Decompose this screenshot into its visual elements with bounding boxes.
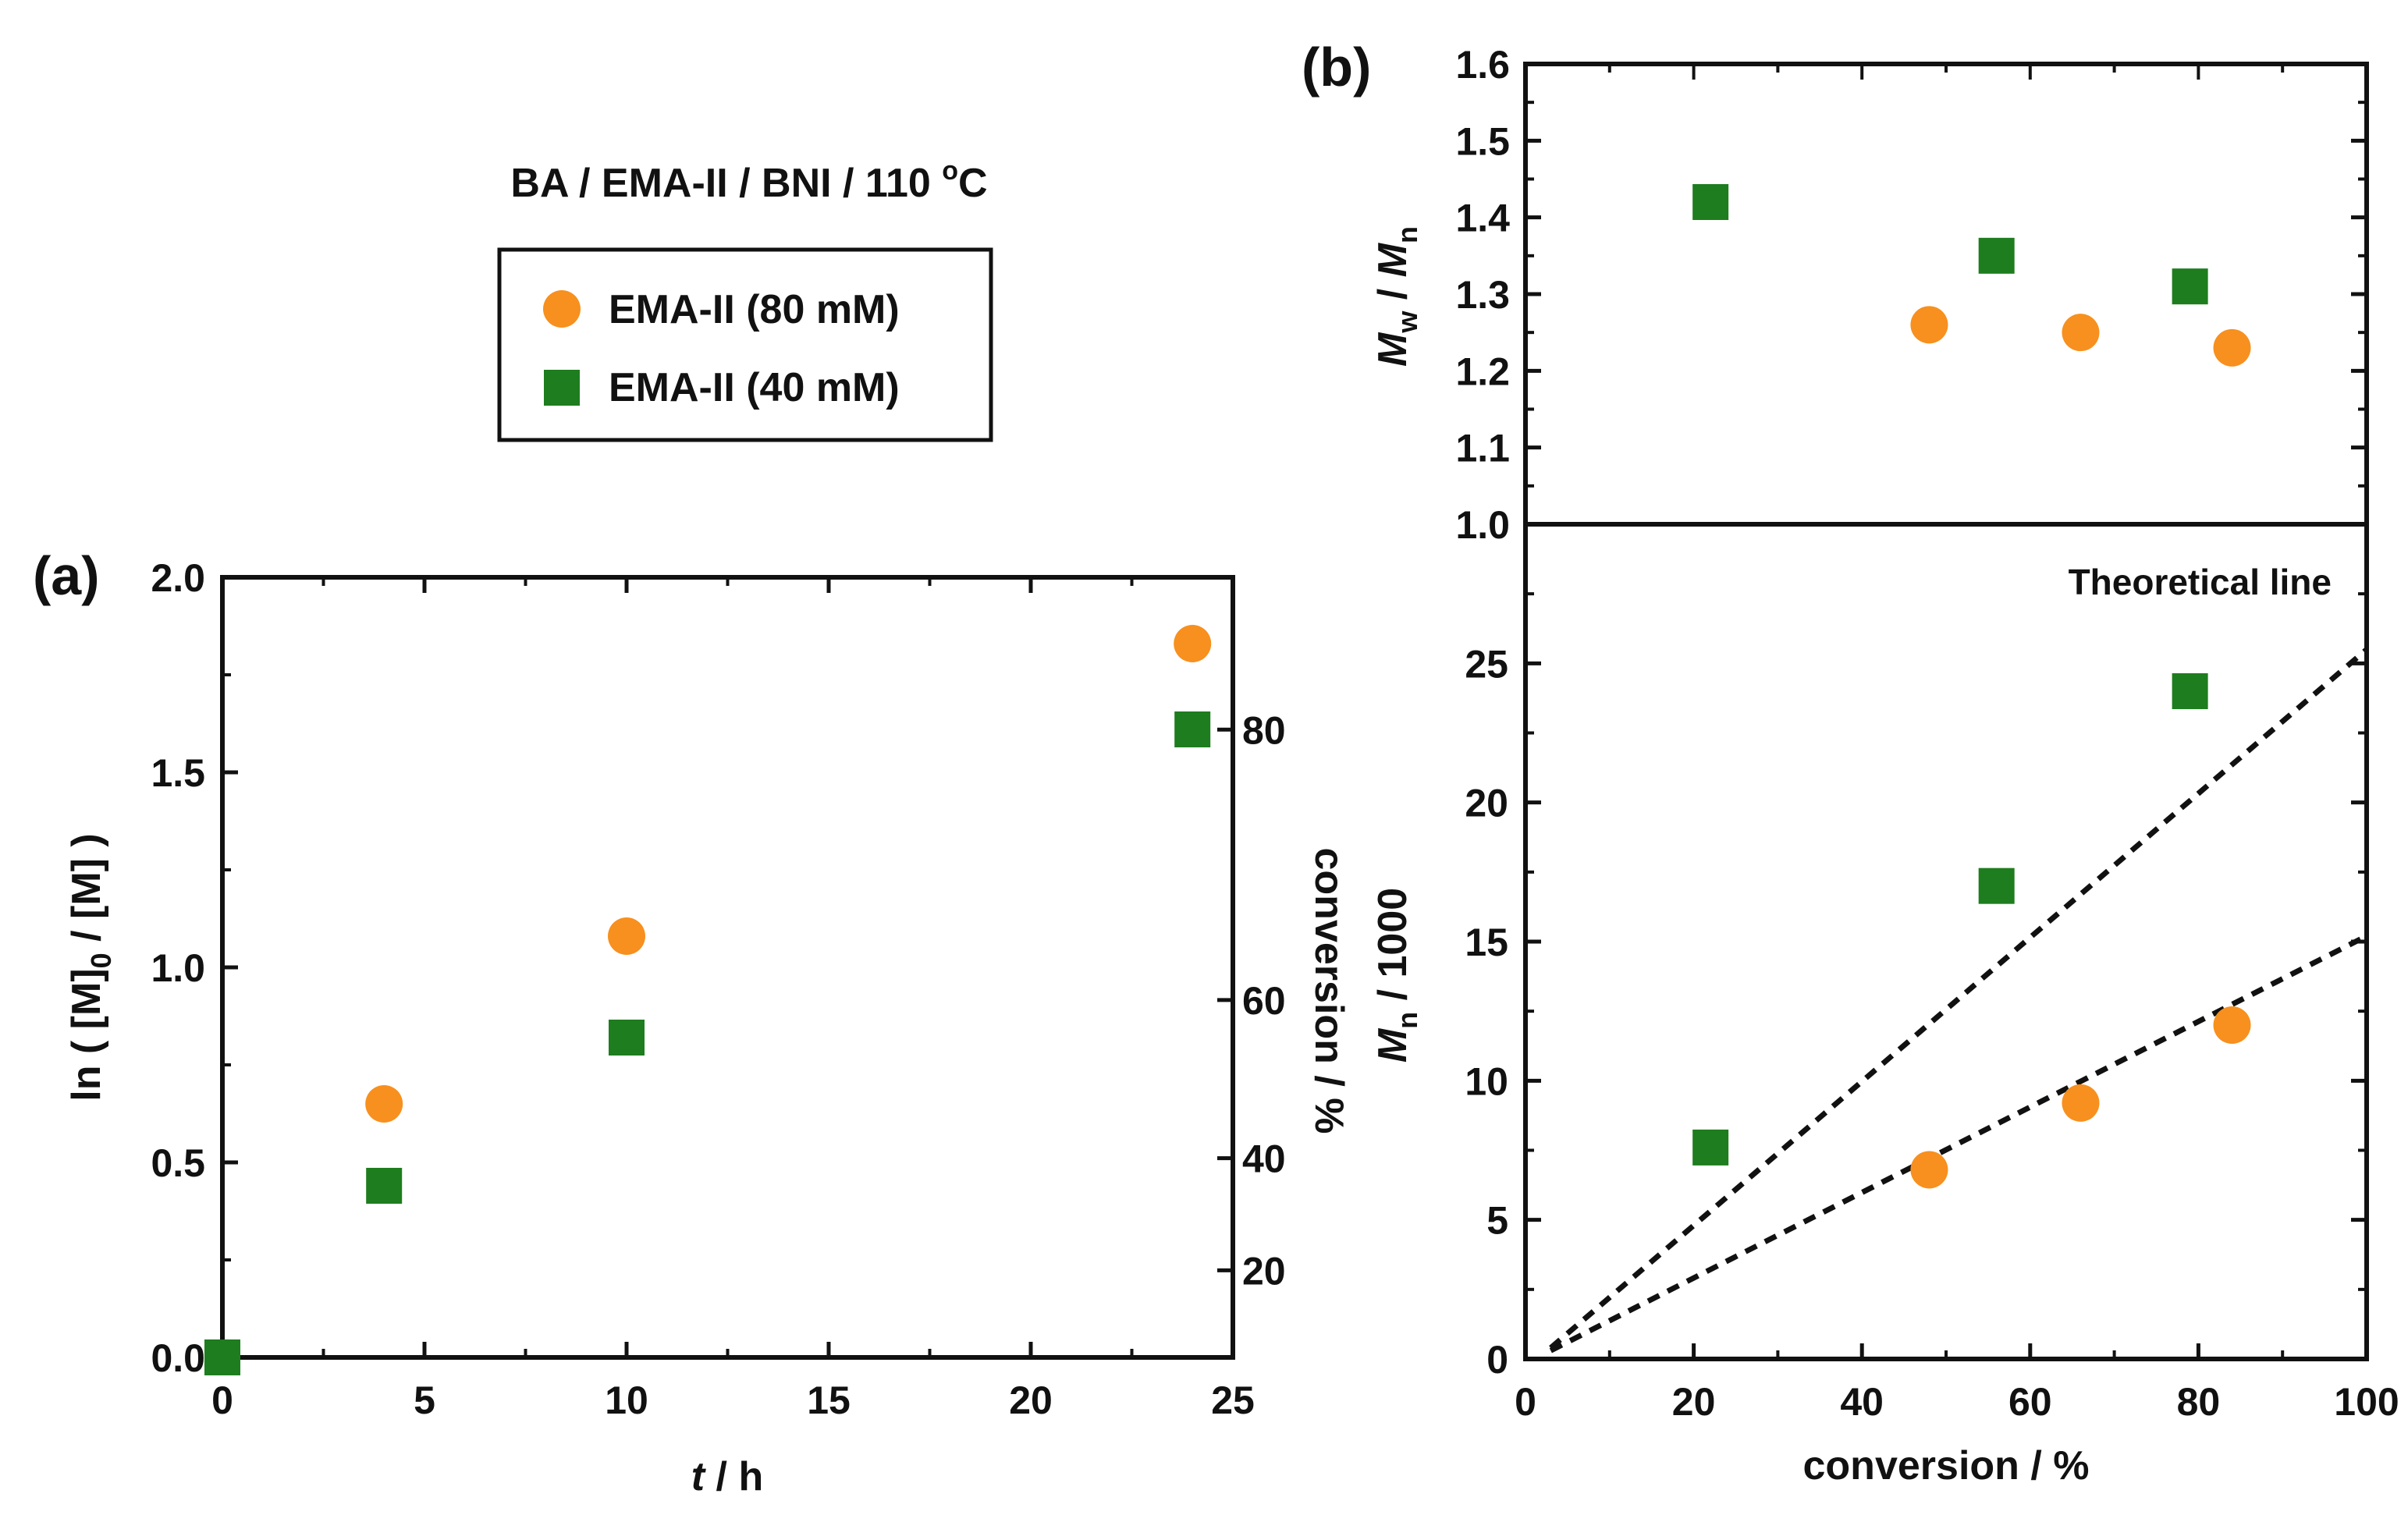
panel-a-xlabel: t / h [691,1454,763,1499]
panel-a-ylabel: ln ( [M]0 / [M] ) [64,833,117,1101]
bb-xtick-label: 40 [1840,1380,1884,1424]
a-ytick-label: 0.0 [151,1336,205,1380]
legend-label-40mm: EMA-II (40 mM) [609,365,900,410]
bb-ytick-label: 0 [1486,1338,1508,1382]
panel-b-bottom-points [1692,673,2251,1189]
bb-ytick-label: 20 [1465,782,1508,825]
panel-a: (a) 0 5 10 15 20 25 0.0 0.5 1.0 1.5 2.0 20 40 60 80 t … [33,545,1351,1499]
panel-a-ticks: 0 5 10 15 20 25 0.0 0.5 1.0 1.5 2.0 20 40 60 80 [151,556,1285,1422]
a-xtick-label: 10 [605,1378,648,1422]
theoretical-line-40mm [1549,647,2369,1350]
bb-ytick-label: 25 [1465,642,1508,686]
bb-point-40mm [1692,1129,1729,1166]
a-point-80mm [365,1085,403,1123]
a-point-40mm [366,1168,403,1204]
panel-b-top: (b) 1.0 1.1 1.2 1.3 1.4 1.5 1.6 Mw / Mn [1302,37,2369,547]
theoretical-line-80mm [1549,933,2368,1354]
a-y2tick-label: 60 [1242,979,1286,1023]
bb-ytick-label: 5 [1486,1199,1508,1243]
bt-point-80mm [2062,314,2100,352]
panel-a-y2label: conversion / % [1306,848,1351,1134]
bb-xtick-label: 60 [2008,1380,2052,1424]
bb-xtick-label: 0 [1515,1380,1536,1424]
bb-xtick-label: 100 [2334,1380,2399,1424]
bb-xtick-label: 20 [1672,1380,1716,1424]
panel-a-points [204,625,1212,1375]
bb-ytick-label: 15 [1465,921,1508,964]
a-y2tick-label: 40 [1242,1137,1286,1181]
panel-b-bottom-theory-lines [1549,647,2369,1354]
panel-b-top-frame [1523,62,2369,527]
bb-xtick-label: 80 [2177,1380,2221,1424]
panel-b-bottom-xlabel: conversion / % [1803,1443,2090,1488]
bt-point-40mm [2172,268,2208,305]
panel-a-label: (a) [33,545,100,606]
panel-b-top-ylabel: Mw / Mn [1370,226,1423,367]
figure-title: BA / EMA-II / BNI / 110 oC [510,156,987,206]
a-xtick-label: 5 [414,1378,435,1422]
a-ytick-label: 1.0 [151,946,205,990]
panel-b-top-ticks: 1.0 1.1 1.2 1.3 1.4 1.5 1.6 [1455,43,2368,547]
bt-ytick-label: 1.1 [1455,427,1510,470]
a-point-40mm [609,1020,645,1056]
a-xtick-label: 0 [211,1378,233,1422]
a-ytick-label: 1.5 [151,751,205,795]
panel-b-label: (b) [1302,37,1371,98]
bt-ytick-label: 1.2 [1455,349,1510,393]
a-ytick-label: 2.0 [151,556,205,600]
bt-point-40mm [1978,237,2015,274]
a-xtick-label: 25 [1211,1378,1255,1422]
bt-ytick-label: 1.5 [1455,119,1510,163]
bt-ytick-label: 1.0 [1455,503,1510,547]
a-point-40mm [204,1339,240,1375]
a-y2tick-label: 20 [1242,1249,1286,1293]
legend-label-80mm: EMA-II (80 mM) [609,287,900,332]
bt-ytick-label: 1.3 [1455,273,1510,317]
panel-b-bottom-frame [1523,522,2369,1361]
bt-ytick-label: 1.4 [1455,197,1510,240]
legend-marker-40mm [544,370,580,406]
bb-point-80mm [2062,1084,2100,1122]
legend-marker-80mm [543,290,581,328]
a-xtick-label: 15 [807,1378,851,1422]
bt-ytick-label: 1.6 [1455,43,1510,87]
bt-point-80mm [2213,328,2251,367]
bt-point-40mm [1692,184,1729,220]
a-point-80mm [1174,625,1212,662]
a-xtick-label: 20 [1009,1378,1053,1422]
panel-a-frame [220,575,1235,1360]
panel-b-bottom-ylabel: Mn / 1000 [1370,888,1423,1063]
a-ytick-label: 0.5 [151,1141,205,1185]
bt-point-80mm [1910,306,1948,344]
legend: EMA-II (80 mM) EMA-II (40 mM) [497,247,993,442]
panel-b-top-points [1692,184,2251,367]
a-y2tick-label: 80 [1242,708,1286,752]
a-point-80mm [608,917,645,955]
bb-point-80mm [2213,1006,2251,1044]
bb-point-80mm [1910,1151,1948,1189]
bb-point-40mm [2172,673,2208,709]
bb-ytick-label: 10 [1465,1059,1508,1103]
theoretical-line-annotation: Theoretical line [2069,562,2332,602]
bb-point-40mm [1978,867,2015,904]
legend-box [497,247,993,442]
a-point-40mm [1174,711,1211,747]
